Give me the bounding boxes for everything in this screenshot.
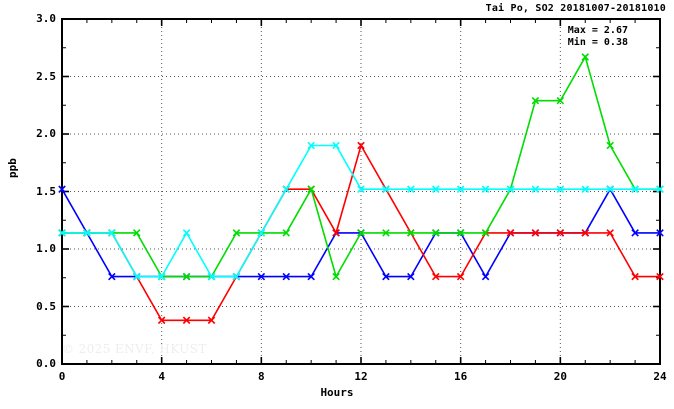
series-marker <box>157 272 166 281</box>
x-tick-label: 20 <box>553 370 567 383</box>
series-marker <box>307 272 315 281</box>
series-marker <box>132 272 141 281</box>
series-marker <box>581 185 590 193</box>
series-marker <box>332 272 340 281</box>
series-marker <box>182 229 191 237</box>
series-marker <box>357 185 365 193</box>
series-marker <box>382 185 390 193</box>
series-marker <box>407 229 415 237</box>
series-marker <box>481 185 490 193</box>
watermark: © 2025 ENVF, HKUST <box>62 342 207 356</box>
series-marker <box>108 229 116 237</box>
y-axis-label: ppb <box>6 158 19 178</box>
annotation-max: Max = 2.67 <box>567 25 628 36</box>
series-marker <box>531 185 540 193</box>
series-marker <box>83 229 91 237</box>
x-tick-label: 16 <box>454 370 468 383</box>
series-marker <box>506 185 515 193</box>
series-marker <box>431 229 440 237</box>
x-tick-label: 0 <box>58 370 66 383</box>
series-marker <box>656 185 664 193</box>
x-tick-label: 12 <box>354 370 368 383</box>
series-marker <box>207 316 216 325</box>
series-marker <box>108 272 116 281</box>
series-marker <box>531 96 540 105</box>
series-marker <box>631 185 639 193</box>
series-marker <box>631 272 639 281</box>
series-marker <box>481 272 490 281</box>
y-tick-label: 1.0 <box>36 242 56 255</box>
series-marker <box>257 272 266 281</box>
series-marker <box>382 229 390 237</box>
series-marker <box>606 141 614 150</box>
series-marker <box>606 229 614 237</box>
y-tick-label: 0.0 <box>36 357 56 370</box>
series-marker <box>58 229 66 237</box>
y-tick-label: 2.0 <box>36 127 56 140</box>
series-marker <box>58 185 66 193</box>
x-tick-label: 24 <box>653 370 667 383</box>
series-marker <box>481 229 490 237</box>
series-marker <box>631 229 639 237</box>
series-marker <box>257 229 266 237</box>
series-marker <box>232 272 241 281</box>
series-marker <box>456 185 465 193</box>
series-marker <box>332 141 340 150</box>
series-marker <box>506 229 515 237</box>
series-marker <box>456 229 465 237</box>
series-marker <box>207 272 216 281</box>
series-marker <box>556 229 565 237</box>
y-tick-label: 1.5 <box>36 184 56 198</box>
series-marker <box>132 229 141 237</box>
chart-title: Tai Po, SO2 20181007-20181010 <box>485 3 666 14</box>
series-marker <box>382 272 390 281</box>
series-marker <box>307 141 315 150</box>
x-tick-label: 4 <box>158 370 165 383</box>
y-tick-label: 2.5 <box>36 69 56 83</box>
series-marker <box>357 229 365 237</box>
y-tick-label: 3.0 <box>36 12 56 25</box>
series-marker <box>182 272 191 281</box>
series-marker <box>431 272 440 281</box>
series-marker <box>431 185 440 193</box>
series-marker <box>182 316 191 325</box>
series-marker <box>307 185 315 193</box>
series-marker <box>556 185 565 193</box>
x-tick-label: 8 <box>258 370 265 383</box>
series-marker <box>282 185 291 193</box>
series-marker <box>656 272 664 281</box>
y-tick-label: 0.5 <box>36 299 56 313</box>
series-marker <box>357 141 365 150</box>
series-marker <box>556 96 565 105</box>
series-marker <box>456 272 465 281</box>
series-marker <box>157 316 166 325</box>
series-marker <box>407 185 415 193</box>
series-marker <box>531 229 540 237</box>
annotation-min: Min = 0.38 <box>567 37 628 48</box>
series-marker <box>282 272 291 281</box>
series-marker <box>332 229 340 237</box>
series-marker <box>581 229 590 237</box>
series-marker <box>232 229 241 237</box>
series-marker <box>282 229 291 237</box>
series-marker <box>581 53 590 61</box>
x-axis-label: Hours <box>320 386 354 399</box>
series-marker <box>606 185 614 193</box>
series-marker <box>656 229 664 237</box>
series-marker <box>407 272 415 281</box>
